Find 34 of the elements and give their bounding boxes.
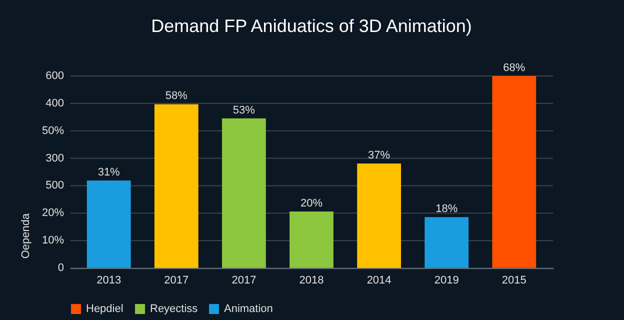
bar <box>357 164 402 268</box>
bar <box>492 76 536 268</box>
chart-title: Demand FP Aniduatics of 3D Animation) <box>151 16 472 36</box>
bar <box>154 104 198 268</box>
x-tick-label: 2017 <box>164 274 189 286</box>
x-tick-label: 2014 <box>366 274 392 286</box>
text: 600 <box>46 70 64 82</box>
legend-label: Reyectiss <box>150 303 198 315</box>
bar <box>86 180 131 268</box>
data-label: 68% <box>503 62 526 74</box>
x-tick-label: 2018 <box>299 274 324 286</box>
text: 400 <box>46 97 64 110</box>
data-label: 18% <box>436 203 458 216</box>
text: 0 <box>58 262 64 274</box>
x-tick-label: 2019 <box>434 274 459 286</box>
bar <box>222 118 266 268</box>
data-label: 53% <box>232 104 256 116</box>
bar <box>424 217 469 268</box>
y-axis-title: Oependa <box>20 212 32 259</box>
data-label: 37% <box>368 150 390 162</box>
text: 300 <box>46 152 64 164</box>
text: 50% <box>42 124 64 137</box>
x-tick-label: 2015 <box>502 274 526 286</box>
data-label: 58% <box>165 90 188 102</box>
data-label: 20% <box>300 198 323 210</box>
legend-label: Hepdiel <box>86 303 124 315</box>
x-tick-label: 2013 <box>96 274 122 286</box>
data-label: 31% <box>98 166 120 178</box>
bar <box>290 212 334 268</box>
text: 10% <box>42 234 64 247</box>
legend-label: Animation <box>224 303 273 315</box>
text: 20% <box>42 207 64 220</box>
x-tick-label: 2017 <box>232 274 256 286</box>
text: 500 <box>46 180 64 192</box>
